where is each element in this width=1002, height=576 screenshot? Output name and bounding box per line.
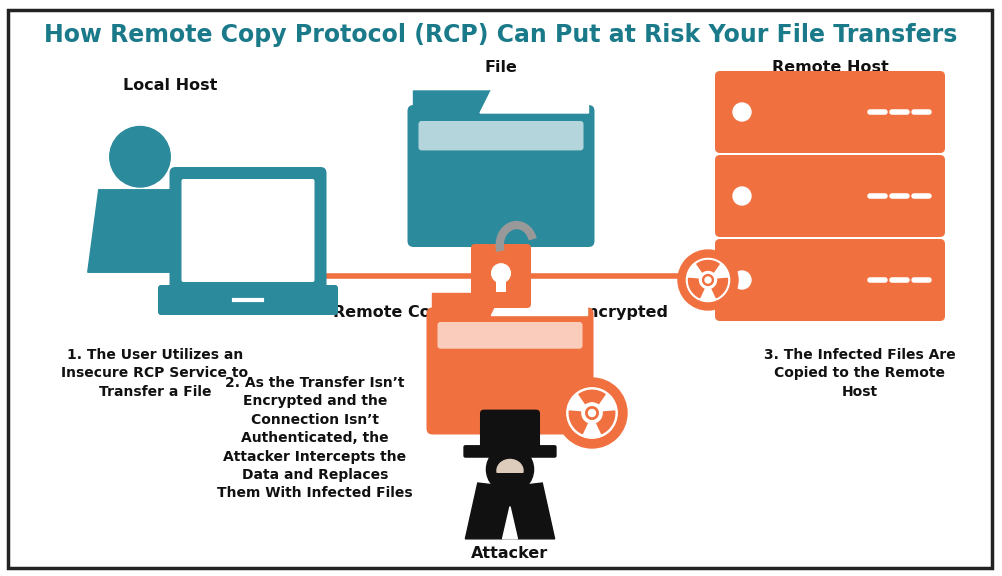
Text: Remote Host: Remote Host bbox=[772, 60, 889, 75]
Circle shape bbox=[110, 127, 170, 187]
FancyBboxPatch shape bbox=[419, 121, 583, 150]
Polygon shape bbox=[414, 91, 491, 113]
FancyBboxPatch shape bbox=[471, 244, 531, 308]
Circle shape bbox=[678, 250, 738, 310]
FancyBboxPatch shape bbox=[480, 410, 540, 456]
Polygon shape bbox=[465, 483, 555, 539]
Polygon shape bbox=[480, 89, 588, 113]
Circle shape bbox=[486, 446, 533, 493]
Circle shape bbox=[492, 264, 510, 283]
Text: 2. As the Transfer Isn’t
Encrypted and the
Connection Isn’t
Authenticated, the
A: 2. As the Transfer Isn’t Encrypted and t… bbox=[217, 376, 413, 501]
Wedge shape bbox=[579, 391, 605, 404]
FancyBboxPatch shape bbox=[438, 322, 582, 348]
Circle shape bbox=[588, 410, 595, 416]
Text: Remote Copy Protocol - Unencrypted: Remote Copy Protocol - Unencrypted bbox=[334, 305, 668, 320]
Ellipse shape bbox=[497, 460, 523, 482]
Text: 3. The Infected Files Are
Copied to the Remote
Host: 3. The Infected Files Are Copied to the … bbox=[765, 348, 956, 399]
Text: How Remote Copy Protocol (RCP) Can Put at Risk Your File Transfers: How Remote Copy Protocol (RCP) Can Put a… bbox=[44, 23, 958, 47]
Polygon shape bbox=[433, 294, 502, 316]
Wedge shape bbox=[712, 278, 727, 298]
FancyBboxPatch shape bbox=[158, 285, 338, 315]
Wedge shape bbox=[696, 260, 719, 272]
Text: 1. The User Utilizes an
Insecure RCP Service to
Transfer a File: 1. The User Utilizes an Insecure RCP Ser… bbox=[61, 348, 248, 399]
Text: Attacker: Attacker bbox=[471, 547, 549, 562]
Circle shape bbox=[733, 103, 752, 121]
FancyBboxPatch shape bbox=[169, 167, 327, 294]
Text: File: File bbox=[485, 60, 517, 75]
Circle shape bbox=[705, 277, 711, 283]
FancyBboxPatch shape bbox=[715, 239, 945, 321]
Text: Local Host: Local Host bbox=[123, 78, 217, 93]
FancyBboxPatch shape bbox=[463, 445, 557, 458]
Circle shape bbox=[733, 271, 752, 289]
FancyBboxPatch shape bbox=[496, 473, 524, 483]
Circle shape bbox=[686, 259, 729, 302]
FancyBboxPatch shape bbox=[408, 105, 594, 247]
Circle shape bbox=[702, 275, 713, 285]
Circle shape bbox=[557, 378, 627, 448]
Wedge shape bbox=[597, 411, 615, 434]
Polygon shape bbox=[88, 190, 192, 272]
FancyBboxPatch shape bbox=[8, 10, 992, 568]
FancyBboxPatch shape bbox=[715, 71, 945, 153]
FancyBboxPatch shape bbox=[427, 308, 593, 434]
Polygon shape bbox=[491, 291, 587, 316]
Circle shape bbox=[733, 187, 752, 205]
Wedge shape bbox=[569, 411, 587, 434]
Polygon shape bbox=[503, 507, 517, 539]
FancyBboxPatch shape bbox=[181, 179, 315, 282]
Circle shape bbox=[586, 407, 598, 419]
FancyBboxPatch shape bbox=[496, 278, 506, 291]
FancyBboxPatch shape bbox=[715, 155, 945, 237]
Wedge shape bbox=[688, 278, 703, 298]
Circle shape bbox=[567, 388, 617, 438]
